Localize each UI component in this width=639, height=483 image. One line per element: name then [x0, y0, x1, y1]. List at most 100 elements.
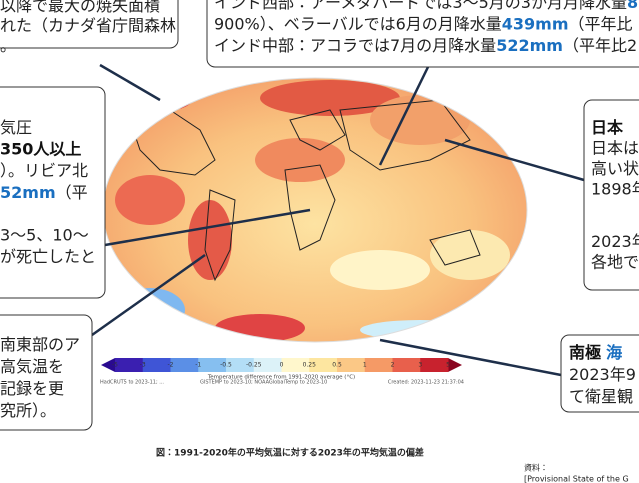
callout: 気圧 350人以上 ）。リビア北 52mm（平 3～5、10～ が死亡したと — [0, 86, 311, 299]
callout-line: て衛星観 — [569, 387, 633, 406]
text-run: れた（カナダ省庁間森林 — [0, 16, 176, 35]
leader-line — [99, 63, 161, 102]
credit: GISTEMP to 2023-10; NOAAGlobalTemp to 20… — [200, 380, 327, 386]
leader-line — [379, 338, 562, 377]
colorbar-cell — [392, 358, 421, 372]
colorbar-tick: 5 — [446, 362, 450, 369]
colorbar: -5 -3 -2 -1 -0.5 -0.25 0 0.25 0.5 1 2 3 5 Temperature… — [101, 358, 462, 381]
callout-line: 。 — [0, 36, 16, 55]
colorbar-cell — [420, 358, 449, 372]
colorbar-tick: -0.25 — [246, 362, 262, 369]
callout-line: 以降で最大の焼失面積 — [0, 0, 160, 15]
callout-line: 1898年 — [591, 179, 639, 198]
callout-box — [583, 99, 639, 291]
text-run: 2023年9 — [569, 365, 636, 384]
colorbar-cell — [170, 358, 199, 372]
colorbar-tick: 0.5 — [332, 362, 342, 369]
emphasis: 439mm — [502, 14, 569, 33]
callout-line: れた（カナダ省庁間森林 — [0, 16, 176, 35]
temperature-map — [103, 78, 527, 342]
emphasis: 海 — [606, 343, 622, 362]
colorbar-tick: -5 — [112, 362, 118, 369]
callout: 日本日本は高い状1898年 2023年各地で — [444, 99, 639, 291]
callout-line: インド西部：アーメダバードでは3～5月の3か月月降水量81m — [214, 0, 639, 12]
text-run: 。 — [0, 36, 16, 55]
callout-box — [206, 0, 639, 68]
colorbar-cell — [115, 358, 144, 372]
callout-line: 2023年 — [591, 232, 639, 251]
colorbar-cell — [253, 358, 282, 372]
text-run: 究所）。 — [0, 401, 56, 420]
colorbar-tick: -3 — [140, 362, 146, 369]
callout: インド西部：アーメダバードでは3～5月の3か月月降水量81m 900%）、ベラーバ… — [206, 0, 639, 166]
text-run: （平 — [56, 182, 88, 201]
emphasis: 81m — [627, 0, 639, 12]
credit: HadCRUT5 to 2023-11; ... — [100, 380, 164, 386]
text-run: 以降で最大の焼失面積 — [0, 0, 160, 15]
callout-line: 900%）、ベラーバルでは6月の月降水量439mm（平年比 — [214, 14, 633, 33]
callout-line: 高気温を — [0, 357, 64, 376]
colorbar-cell — [364, 358, 393, 372]
credit: Created: 2023-11-23 21:37:04 — [388, 380, 464, 386]
callout-line: 南極 海 — [569, 343, 622, 362]
callout-box — [0, 314, 93, 431]
text-run: （平年比 — [569, 14, 633, 33]
callout-line: 2023年9 — [569, 365, 636, 384]
callout-line: インド中部：アコラでは7月の月降水量522mm（平年比2 — [214, 36, 637, 55]
text-run: インド西部：アーメダバードでは3～5月の3か月月降水量 — [214, 0, 627, 12]
leader-line — [104, 208, 311, 247]
colorbar-cell — [226, 358, 255, 372]
callout: 南極 海 2023年9 て衛星観 — [379, 334, 639, 413]
callout-line: 350人以上 — [0, 139, 81, 158]
colorbar-cell — [142, 358, 171, 372]
text-run: 900%）、ベラーバルでは6月の月降水量 — [214, 14, 502, 33]
text-run: ）。リビア北 — [0, 161, 88, 180]
text-run: インド中部：アコラでは7月の月降水量 — [214, 36, 496, 55]
colorbar-arrow — [101, 358, 115, 372]
leader-line — [378, 66, 430, 166]
colorbar-tick: -0.5 — [220, 362, 232, 369]
text-run: が死亡したと — [0, 247, 96, 266]
emphasis: 南極 — [569, 343, 602, 362]
callout-line: が死亡したと — [0, 247, 96, 266]
source-label: 資料： — [524, 463, 548, 473]
colorbar-label: Temperature difference from 1991-2020 av… — [207, 375, 355, 381]
text-run: 1898年 — [591, 179, 639, 198]
callout-line: 52mm（平 — [0, 182, 88, 201]
callout-line: 南東部のア — [0, 335, 80, 354]
text-run: 3～5、10～ — [0, 225, 89, 244]
colorbar-cell — [281, 358, 310, 372]
colorbar-arrow — [448, 358, 462, 372]
colorbar-tick: 1 — [363, 362, 367, 369]
source-text: [Provisional State of the G — [524, 475, 629, 483]
callout-line: 気圧 — [0, 118, 32, 137]
callout-line: 日本 — [591, 118, 624, 137]
colorbar-tick: -2 — [168, 362, 174, 369]
callout-line: 各地で — [591, 252, 639, 271]
colorbar-cell — [337, 358, 366, 372]
callout-line: 究所）。 — [0, 401, 56, 420]
colorbar-tick: 0.25 — [303, 362, 317, 369]
leader-line — [91, 253, 206, 337]
callout-box — [0, 0, 179, 49]
colorbar-tick: 0 — [280, 362, 284, 369]
callout-line: 記録を更 — [0, 379, 64, 398]
callout-line: ）。リビア北 — [0, 161, 88, 180]
emphasis: 日本 — [591, 118, 624, 137]
leader-line — [444, 138, 585, 182]
emphasis: 522mm — [496, 36, 563, 55]
callout-box — [0, 86, 106, 299]
text-run: 南東部のア — [0, 335, 80, 354]
colorbar-cell — [198, 358, 227, 372]
colorbar-tick: 2 — [391, 362, 395, 369]
caption: 図：1991-2020年の平均気温に対する2023年の平均気温の偏差 — [156, 447, 424, 459]
colorbar-tick: -1 — [195, 362, 201, 369]
text-run: 高い状 — [591, 159, 639, 178]
callout-line: 3～5、10～ — [0, 225, 89, 244]
text-run: 高気温を — [0, 357, 64, 376]
